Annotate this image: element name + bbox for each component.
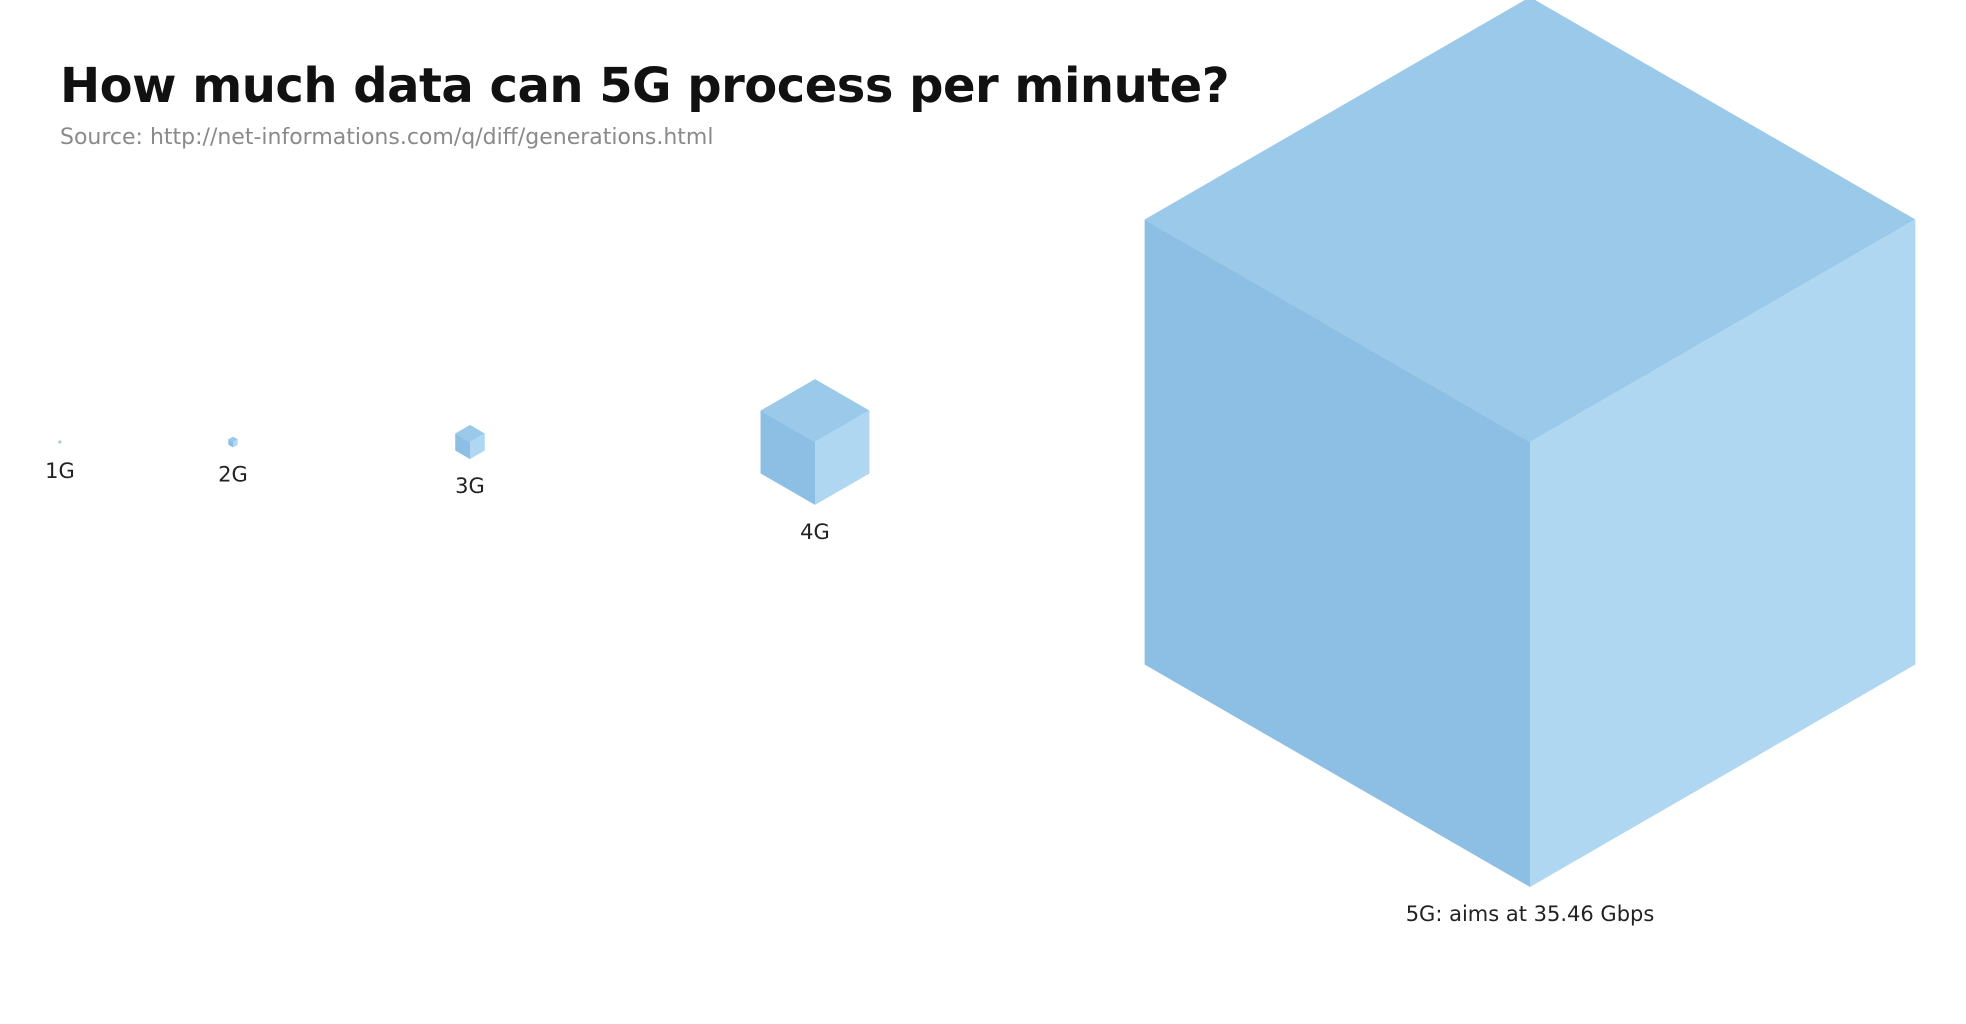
cube-1-left-face xyxy=(58,441,60,444)
cube-4-top-face xyxy=(760,379,870,442)
cube-2-left-face xyxy=(228,439,233,448)
cube-4-right-face xyxy=(815,410,870,505)
cube-5 xyxy=(1144,0,1916,887)
cube-label-3: 3G xyxy=(455,474,485,498)
cube-2-top-face xyxy=(228,436,238,442)
cube-1-right-face xyxy=(60,441,62,444)
cube-2-right-face xyxy=(233,439,238,448)
cube-5-right-face xyxy=(1530,219,1916,887)
cube-4 xyxy=(760,379,870,505)
cube-1 xyxy=(58,440,62,444)
cube-label-5: 5G: aims at 35.46 Gbps xyxy=(1406,902,1655,926)
cube-5-top-face xyxy=(1144,0,1916,442)
cube-3 xyxy=(455,424,485,460)
cube-1-top-face xyxy=(58,440,62,442)
cube-label-4: 4G xyxy=(800,520,830,544)
cube-label-1: 1G xyxy=(45,459,75,483)
chart-source: Source: http://net-informations.com/q/di… xyxy=(60,125,714,150)
cube-3-right-face xyxy=(470,433,485,460)
cube-label-2: 2G xyxy=(218,462,248,486)
cube-4-left-face xyxy=(760,410,815,505)
chart-title: How much data can 5G process per minute? xyxy=(60,58,1230,114)
cube-3-top-face xyxy=(455,424,485,442)
cube-5-left-face xyxy=(1144,219,1530,887)
cube-3-left-face xyxy=(455,433,470,460)
cube-2 xyxy=(228,436,238,448)
